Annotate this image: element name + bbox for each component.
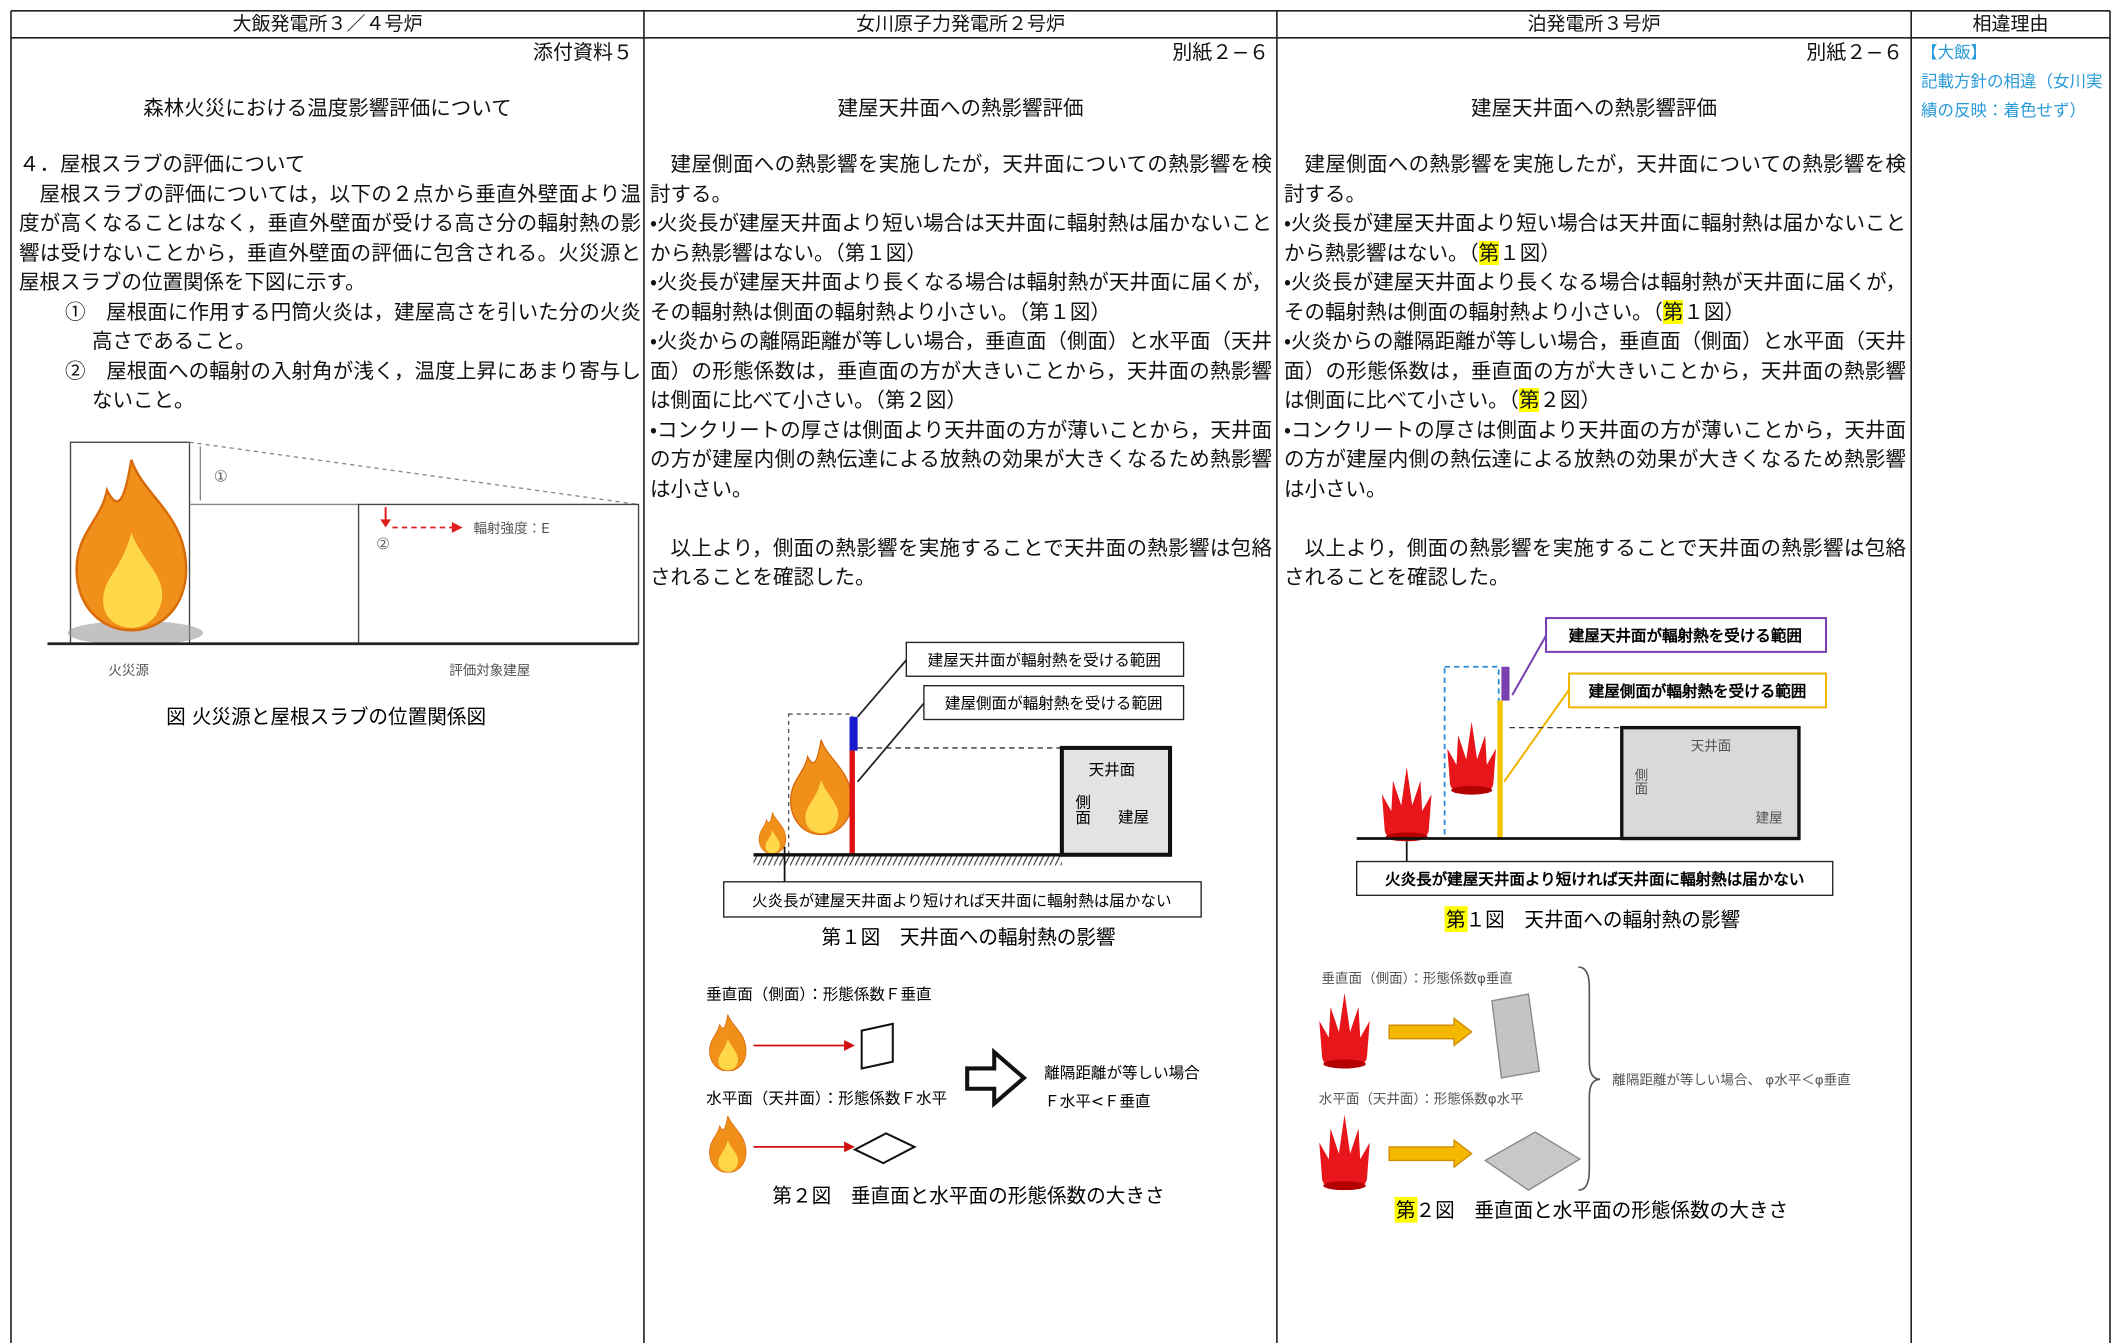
flame <box>1319 1114 1370 1191</box>
column-header: 相違理由 <box>1972 13 2049 35</box>
text: 建屋側面への熱影響を実施したが，天井面についての熱影響を検討する。 <box>1284 152 1906 206</box>
paragraph: 建屋側面への熱影響を実施したが，天井面についての熱影響を検討する。 <box>650 152 1272 206</box>
figure-label: 建屋 <box>1756 810 1783 826</box>
reason-text: 【大飯】 記載方針の相違（女川実績の反映：着色せず） <box>1921 38 2109 125</box>
caption-highlight: 第 <box>1446 908 1466 931</box>
paragraph: 建屋側面への熱影響を実施したが，天井面についての熱影響を検討する。 <box>1284 150 1906 209</box>
text: ・火炎長が建屋天井面より短い場合は天井面に輻射熱は届かないことから熱影響はない。… <box>1284 211 1906 265</box>
doc-title: 建屋天井面への熱影響評価 <box>1471 96 1717 120</box>
ohi-figure: ① 輻射強度：E ② 火災源 評価対象建屋 図 火災源と屋根スラブの位置関係図 <box>47 441 640 729</box>
column-header: 泊発電所３号炉 <box>1527 13 1661 35</box>
bullet: ・火炎長が建屋天井面より長くなる場合は輻射熱が天井面に届くが，その輻射熱は側面の… <box>1284 268 1906 327</box>
caption-text: １図 天井面への輻射熱の影響 <box>1466 908 1741 931</box>
paragraph: 以上より，側面の熱影響を実施することで天井面の熱影響は包絡されることを確認した。 <box>650 535 1272 590</box>
reason-tag: 【大飯】 <box>1921 43 1987 62</box>
text: １図） <box>1499 240 1561 265</box>
list-item: ② 屋根面への輻射の入射角が浅く，温度上昇にあまり寄与しないこと。 <box>65 358 641 413</box>
figure-label: 離隔距離が等しい場合、 φ水平＜φ垂直 <box>1612 1072 1850 1089</box>
figure-label: 垂直面（側面）：形態係数φ垂直 <box>1322 971 1513 987</box>
flame <box>1447 721 1496 795</box>
bullet: ・コンクリートの厚さは側面より天井面の方が薄いことから，天井面の方が建屋内側の熱… <box>650 417 1272 501</box>
column-header: 大飯発電所３／４号炉 <box>232 13 423 35</box>
figure-label: 垂直面（側面）：形態係数Ｆ垂直 <box>706 985 931 1003</box>
paragraph: 以上より，側面の熱影響を実施することで天井面の熱影響は包絡されることを確認した。 <box>1284 534 1906 593</box>
doc-ref: 別紙２−６ <box>1172 40 1269 64</box>
tomari-figure-1: 建屋天井面が輻射熱を受ける範囲 建屋側面が輻射熱を受ける範囲 天井面 側面 建屋… <box>1356 617 1834 932</box>
callout: 建屋天井面が輻射熱を受ける範囲 <box>1568 626 1802 645</box>
figure-label: Ｆ水平<Ｆ垂直 <box>1044 1092 1150 1110</box>
callout: 火炎長が建屋天井面より短ければ天井面に輻射熱は届かない <box>752 892 1171 910</box>
bullet: ・火炎長が建屋天井面より短い場合は天井面に輻射熱は届かないことから熱影響はない。… <box>650 211 1272 265</box>
highlight: 第 <box>1518 388 1540 412</box>
text: １図） <box>1683 299 1745 324</box>
figure-caption: 第１図 天井面への輻射熱の影響 <box>1446 908 1740 931</box>
caption-text: ２図 垂直面と水平面の形態係数の大きさ <box>1416 1199 1789 1222</box>
figure-caption: 第１図 天井面への輻射熱の影響 <box>821 926 1115 949</box>
doc-ref: 添付資料５ <box>533 40 633 64</box>
list-item: ① 屋根面に作用する円筒火炎は，建屋高さを引いた分の火炎高さであること。 <box>65 299 641 354</box>
reason-body: 記載方針の相違（女川実績の反映：着色せず） <box>1921 72 2103 120</box>
caption-highlight: 第 <box>1396 1199 1416 1222</box>
body-text: 建屋側面への熱影響を実施したが，天井面についての熱影響を検討する。 ・火炎長が建… <box>650 150 1272 593</box>
onagawa-figure-1: 建屋天井面が輻射熱を受ける範囲 建屋側面が輻射熱を受ける範囲 天井面 側面 建屋… <box>723 641 1202 949</box>
callout: 建屋天井面が輻射熱を受ける範囲 <box>928 651 1161 669</box>
flame <box>1381 766 1432 842</box>
section-heading: ４．屋根スラブの評価について <box>19 152 306 176</box>
doc-ref: 別紙２−６ <box>1806 40 1903 64</box>
bullet: ・火炎長が建屋天井面より短い場合は天井面に輻射熱は届かないことから熱影響はない。… <box>1284 209 1906 268</box>
body-text: 建屋側面への熱影響を実施したが，天井面についての熱影響を検討する。 ・火炎長が建… <box>1284 150 1906 593</box>
highlight: 第 <box>1478 240 1500 265</box>
doc-title: 建屋天井面への熱影響評価 <box>837 96 1084 120</box>
doc-title: 森林火災における温度影響評価について <box>143 96 512 120</box>
bullet: ・火炎からの離隔距離が等しい場合，垂直面（側面）と水平面（天井面）の形態係数は，… <box>650 329 1272 412</box>
bullet: ・コンクリートの厚さは側面より天井面の方が薄いことから，天井面の方が建屋内側の熱… <box>1284 416 1906 505</box>
onagawa-figure-2: 垂直面（側面）：形態係数Ｆ垂直 水平面（天井面）：形態係数Ｆ水平 離隔距離が等し… <box>706 985 1200 1207</box>
bullet: ・火炎からの離隔距離が等しい場合，垂直面（側面）と水平面（天井面）の形態係数は，… <box>1284 327 1906 416</box>
callout: 建屋側面が輻射熱を受ける範囲 <box>945 695 1163 713</box>
figure-label: 水平面（天井面）：形態係数φ水平 <box>1319 1092 1524 1108</box>
flame <box>758 811 787 855</box>
figure-label: 水平面（天井面）：形態係数Ｆ水平 <box>706 1090 947 1108</box>
figure-label: 天井面 <box>1089 761 1136 779</box>
tomari-figure-2: 垂直面（側面）：形態係数φ垂直 水平面（天井面）：形態係数φ水平 離隔距離が等し… <box>1319 966 1851 1223</box>
callout: 火炎長が建屋天井面より短ければ天井面に輻射熱は届かない <box>1385 870 1804 889</box>
column-header: 女川原子力発電所２号炉 <box>855 13 1065 35</box>
text: 以上より，側面の熱影響を実施することで天井面の熱影響は包絡されることを確認した。 <box>1284 535 1906 590</box>
figure-caption: 第２図 垂直面と水平面の形態係数の大きさ <box>772 1184 1164 1207</box>
figure-label: 火災源 <box>108 663 149 679</box>
body-text: ４．屋根スラブの評価について 屋根スラブの評価については，以下の２点から垂直外壁… <box>19 150 641 416</box>
figure-label: 建屋 <box>1118 808 1149 826</box>
figure-label: 離隔距離が等しい場合 <box>1044 1064 1200 1082</box>
table-grid <box>10 10 2111 1343</box>
figure-label: ① <box>214 467 228 485</box>
flame <box>709 1115 747 1173</box>
bullet: ・火炎長が建屋天井面より長くなる場合は輻射熱が天井面に届くが，その輻射熱は側面の… <box>650 270 1272 324</box>
text: ・火炎からの離隔距離が等しい場合，垂直面（側面）と水平面（天井面）の形態係数は，… <box>1284 329 1906 412</box>
text: ・コンクリートの厚さは側面より天井面の方が薄いことから，天井面の方が建屋内側の熱… <box>1284 417 1906 501</box>
text: ２図） <box>1539 388 1601 412</box>
figure-caption: 図 火災源と屋根スラブの位置関係図 <box>166 706 486 729</box>
figure-label: 側面 <box>1073 794 1091 826</box>
figure-label: 評価対象建屋 <box>449 663 530 679</box>
figure-label: 天井面 <box>1691 739 1732 755</box>
flame <box>709 1014 747 1072</box>
highlight: 第 <box>1662 299 1684 324</box>
paragraph: 屋根スラブの評価については，以下の２点から垂直外壁面より温度が高くなることはなく… <box>19 181 641 295</box>
text: ・火炎長が建屋天井面より長くなる場合は輻射熱が天井面に届くが，その輻射熱は側面の… <box>1284 270 1906 324</box>
flame <box>789 738 853 836</box>
figure-label: 輻射強度：E <box>474 521 550 537</box>
figure-label: ② <box>376 535 390 553</box>
callout: 建屋側面が輻射熱を受ける範囲 <box>1588 682 1807 701</box>
figure-label: 側面 <box>1631 768 1648 796</box>
flame <box>1319 992 1370 1069</box>
figure-caption: 第２図 垂直面と水平面の形態係数の大きさ <box>1396 1199 1788 1222</box>
